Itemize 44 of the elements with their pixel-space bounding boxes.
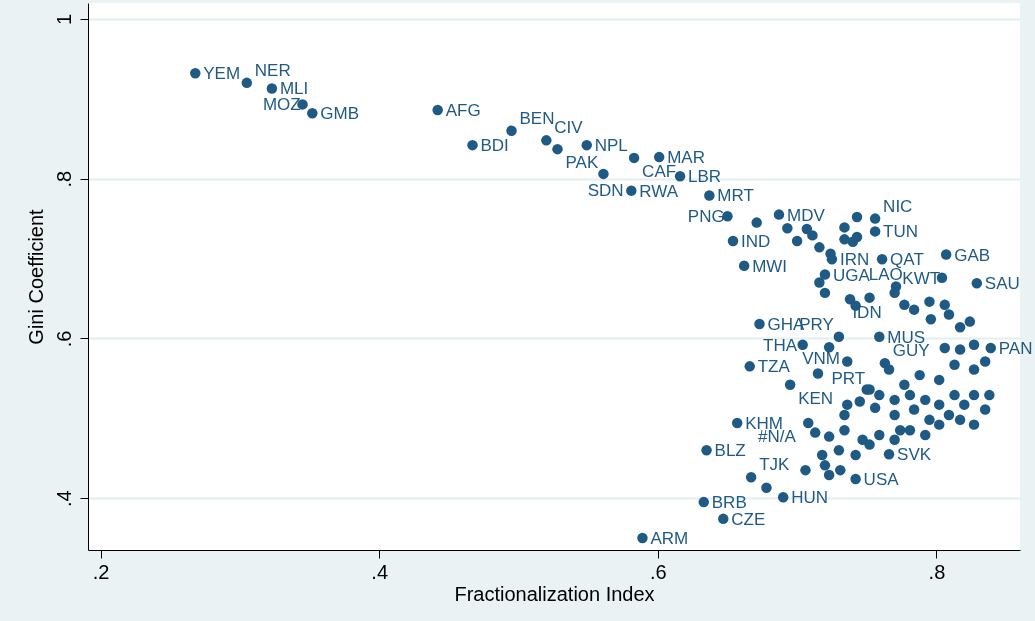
data-label: YEM: [203, 64, 241, 84]
data-label: PAK: [565, 153, 599, 173]
data-label: PAN: [998, 338, 1033, 358]
data-label: PRT: [831, 368, 866, 388]
data-label: TUN: [883, 222, 919, 242]
data-label: VNM: [802, 348, 840, 368]
data-label: ARM: [650, 529, 689, 549]
data-label: TZA: [757, 357, 791, 377]
data-label: GMB: [320, 104, 360, 124]
data-label: SDN: [587, 180, 624, 200]
data-label: KWT: [902, 268, 941, 288]
data-label: BDI: [480, 136, 509, 156]
data-label: IND: [741, 231, 771, 251]
x-tick-label: .2: [92, 560, 110, 583]
data-label: NPL: [594, 136, 628, 156]
data-label: NIC: [883, 196, 913, 216]
data-label: TJK: [759, 455, 791, 475]
data-label: NER: [254, 60, 291, 80]
y-axis-title: Gini Coefficient: [24, 208, 47, 345]
data-label: SAU: [984, 274, 1020, 294]
data-label: LBR: [688, 167, 722, 187]
data-label: USA: [863, 469, 900, 489]
y-tick-label: .4: [52, 490, 75, 507]
data-label: RWA: [639, 181, 679, 201]
data-label: BEN: [519, 108, 555, 128]
data-label: SVK: [897, 445, 932, 465]
x-tick-label: .6: [649, 560, 667, 583]
data-label: PNG: [687, 207, 725, 227]
data-label: MDV: [786, 205, 826, 225]
x-tick-label: .4: [371, 560, 389, 583]
y-tick-label: .6: [52, 330, 75, 348]
x-axis-title: Fractionalization Index: [454, 582, 655, 605]
data-label: KEN: [798, 388, 834, 408]
data-label: MRT: [717, 186, 754, 206]
y-tick-label: .8: [52, 170, 75, 188]
data-label: HUN: [791, 488, 829, 508]
data-label: AFG: [445, 101, 481, 120]
y-tick-label: 1: [52, 13, 75, 26]
data-label: THA: [763, 335, 798, 355]
data-label: GAB: [954, 245, 991, 265]
x-tick-label: .8: [928, 560, 946, 583]
data-label: MWI: [752, 256, 788, 276]
data-label: BLZ: [714, 441, 746, 461]
data-label: CIV: [554, 118, 584, 138]
